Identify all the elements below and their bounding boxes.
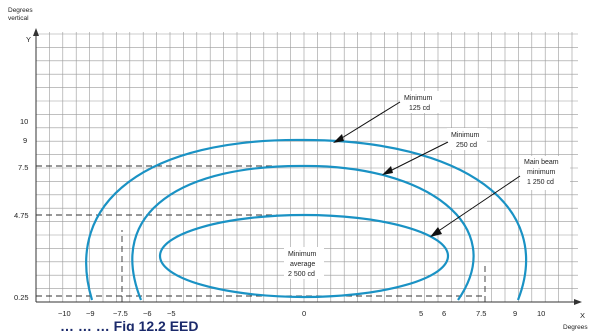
callout-125cd-arrowhead [333,134,344,143]
x-axis-arrowhead [574,299,582,305]
x-axis-label: X [580,311,585,320]
x-tick-6: 6 [442,309,446,318]
x-tick-5: 5 [419,309,423,318]
x-tick-neg6: −6 [143,309,152,318]
x-tick-10: 10 [537,309,545,318]
callout-250cd-line2: 250 cd [456,142,477,149]
x-tick-neg10: −10 [58,309,71,318]
callout-avg-line1: Minimum [288,251,317,258]
callout-250cd-line1: Minimum [451,132,480,139]
x-axis-title: Degrees [563,324,588,331]
x-tick-neg5: −5 [167,309,176,318]
callout-main-box [520,156,570,190]
callout-avg-line3: 2 500 cd [288,271,315,278]
contour-250cd [131,164,475,301]
y-tick-4-75: 4.75 [14,211,29,220]
callout-125cd-arrow [336,101,401,142]
y-tick-9: 9 [23,136,27,145]
x-tick-neg7-5: −7.5 [113,309,128,318]
callout-250cd-arrow [385,141,449,174]
y-tick-0-25: 0.25 [14,293,29,302]
callout-main-line1: Main beam [524,159,559,166]
y-axis-arrowhead [33,28,39,36]
callout-250cd-box [447,128,487,150]
callout-main-arrow [433,175,521,235]
figure-caption: … … … Fig 12.2 EED [60,318,198,331]
callout-main-arrowhead [430,227,442,237]
callout-main-line3: 1 250 cd [527,179,554,186]
contour-125cd [85,138,528,301]
callout-125cd-box [400,91,440,113]
grid [35,32,578,303]
x-tick-neg9: −9 [86,309,95,318]
y-tick-10: 10 [20,117,28,126]
x-tick-0: 0 [302,309,306,318]
y-axis-title-line1: Degrees [8,7,33,14]
callout-main-line2: minimum [527,169,556,176]
x-tick-7-5: 7.5 [476,309,486,318]
y-axis-title-line2: vertical [8,15,29,22]
x-tick-9: 9 [513,309,517,318]
callout-125cd-line1: Minimum [404,95,433,102]
callout-avg-box [284,247,324,279]
y-tick-7-5: 7.5 [18,163,28,172]
callout-250cd-arrowhead [382,166,393,175]
y-axis-label: Y [26,35,31,44]
callout-125cd-line2: 125 cd [409,105,430,112]
contour-main-beam [158,213,450,299]
callout-avg-line2: average [290,261,315,268]
